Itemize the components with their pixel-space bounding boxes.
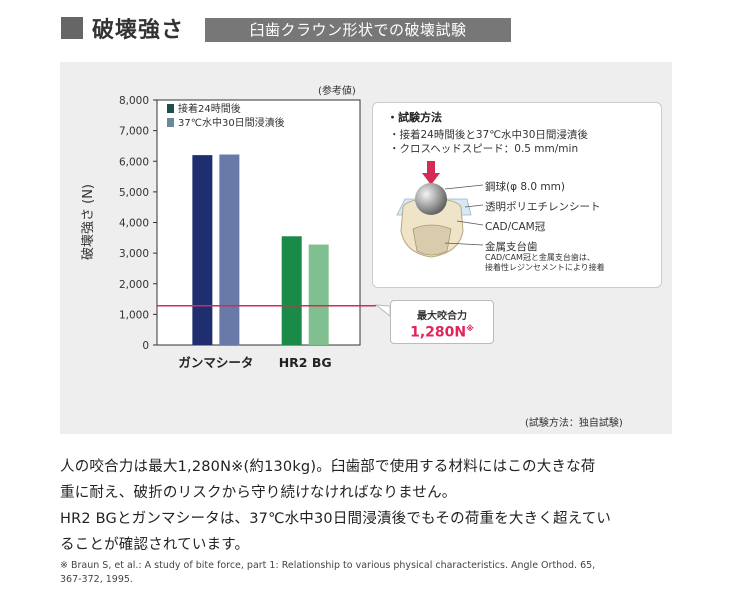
test-setup-diagram [396, 161, 484, 258]
section-title: 破壊強さ [92, 18, 185, 43]
legend-swatch [167, 104, 174, 113]
y-tick-label: 7,000 [119, 126, 149, 138]
metal-abutment [412, 224, 452, 256]
legend-swatch [167, 118, 174, 127]
leader-line [444, 242, 484, 246]
footnote-line: 367-372, 1995. [60, 574, 133, 585]
body-text-line: HR2 BGとガンマシータは、37℃水中30日間浸漬後でもその荷重を大きく超えて… [60, 511, 612, 527]
test-method-box: ・試験方法 ・接着24時間後と37℃水中30日間浸漬後 ・クロスヘッドスピード：… [372, 102, 662, 288]
steel-ball [415, 183, 447, 215]
label-bonding-note: 接着性レジンセメントにより接着 [485, 263, 605, 272]
max-bite-force-label: 最大咬合力 [417, 311, 467, 322]
leader-line [444, 184, 484, 190]
x-tick-label: HR2 BG [279, 355, 332, 370]
x-axis-labels: ガンマシータ HR2 BG [178, 355, 331, 370]
footnote-line: ※ Braun S, et al.: A study of bite force… [60, 560, 596, 571]
test-method-title: ・試験方法 [387, 111, 442, 124]
y-tick-label: 4,000 [119, 218, 149, 230]
max-bite-force-value: 1,280N※ [410, 324, 474, 341]
y-tick-label: 6,000 [119, 156, 149, 168]
body-text-line: ることが確認されています。 [60, 537, 250, 553]
bar [219, 154, 240, 345]
y-tick-label: 8,000 [119, 95, 149, 107]
bar [281, 236, 302, 345]
body-text-line: 重に耐え、破折のリスクから守り続けなければなりません。 [60, 485, 457, 501]
label-crown: CAD/CAM冠 [485, 221, 546, 233]
plot-frame [156, 99, 361, 346]
load-arrow-shaft [427, 161, 435, 173]
reference-note: (参考値) [318, 86, 356, 97]
test-source-note: (試験方法：独自試験) [525, 418, 623, 429]
y-tick-label: 0 [142, 340, 149, 352]
bar [308, 244, 329, 345]
label-bonding-note: CAD/CAM冠と金属支台歯は、 [485, 253, 595, 262]
leader-line [464, 204, 484, 208]
bar [192, 155, 213, 345]
x-tick-label: ガンマシータ [178, 355, 253, 370]
y-axis: 0 1,000 2,000 3,000 4,000 5,000 6,000 7,000 8,00… [119, 95, 157, 352]
y-tick-label: 3,000 [119, 248, 149, 260]
test-method-line: ・クロスヘッドスピード：0.5 mm/min [389, 143, 579, 155]
section-tag: 臼歯クラウン形状での破壊試験 [205, 18, 511, 42]
label-sheet: 透明ポリエチレンシート [485, 201, 601, 213]
y-tick-label: 5,000 [119, 187, 149, 199]
test-method-line: ・接着24時間後と37℃水中30日間浸漬後 [389, 129, 588, 141]
header-square [61, 17, 83, 39]
label-abutment: 金属支台歯 [485, 241, 538, 253]
y-axis-label: 破壊強さ (N) [81, 184, 96, 260]
y-tick-label: 1,000 [119, 309, 149, 321]
bars [192, 154, 329, 345]
legend-label: 接着24時間後 [178, 102, 241, 115]
body-text-line: 人の咬合力は最大1,280N※(約130kg)。臼歯部で使用する材料にはこの大き… [60, 459, 596, 475]
max-bite-force-callout: 最大咬合力 1,280N※ [390, 300, 494, 344]
label-steel-ball: 鋼球(φ 8.0 mm) [485, 181, 565, 193]
legend-label: 37℃水中30日間浸漬後 [178, 116, 285, 129]
y-tick-label: 2,000 [119, 279, 149, 291]
load-arrow-head [422, 173, 440, 185]
leader-line [456, 220, 484, 226]
